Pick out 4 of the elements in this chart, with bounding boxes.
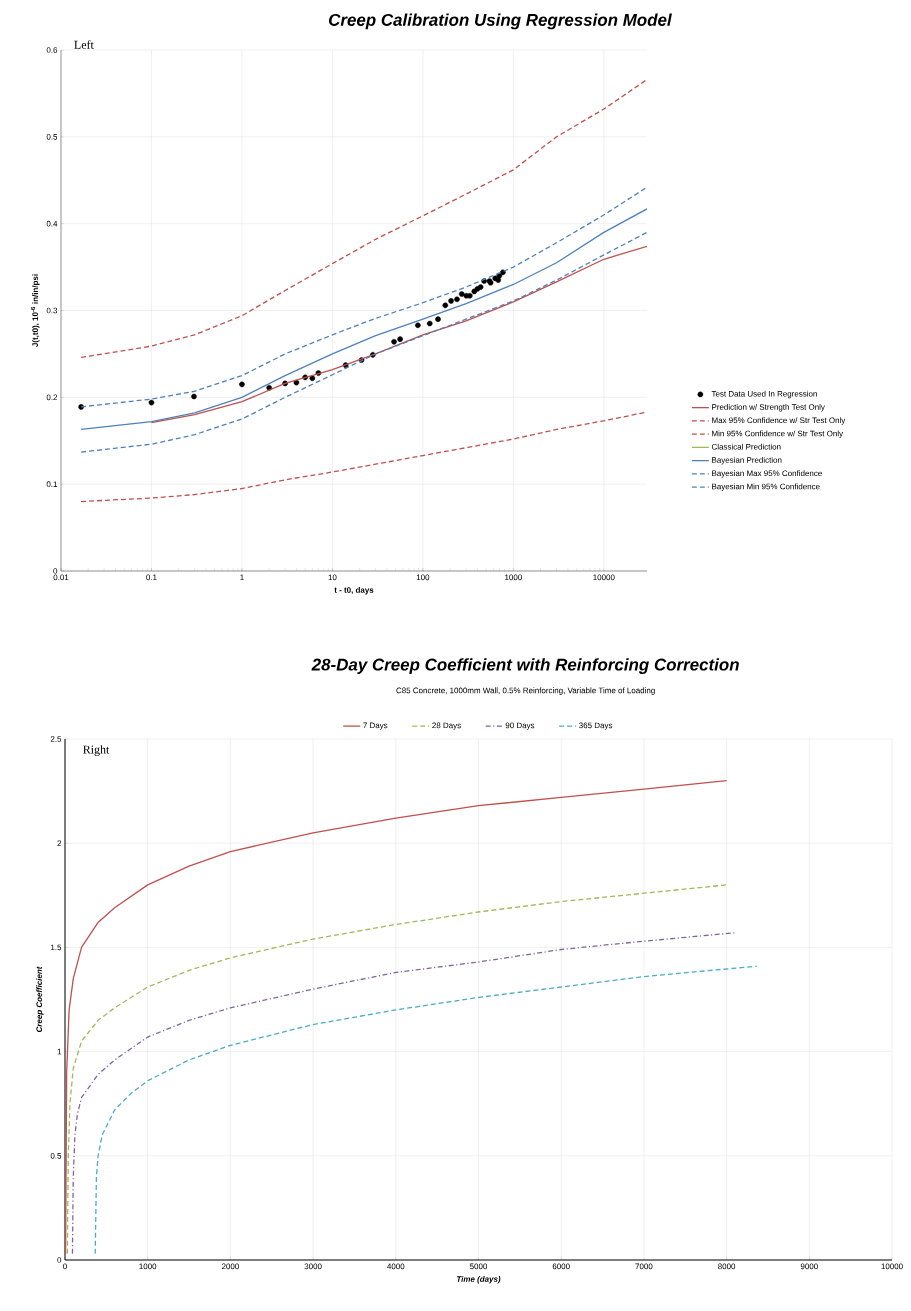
text: Left — [74, 40, 94, 49]
annotation: Right — [83, 745, 110, 757]
chart-title: Creep Calibration Using Regression Model — [328, 13, 672, 30]
chart-title: 28-Day Creep Coefficient with Reinforcing Correction — [311, 658, 739, 674]
